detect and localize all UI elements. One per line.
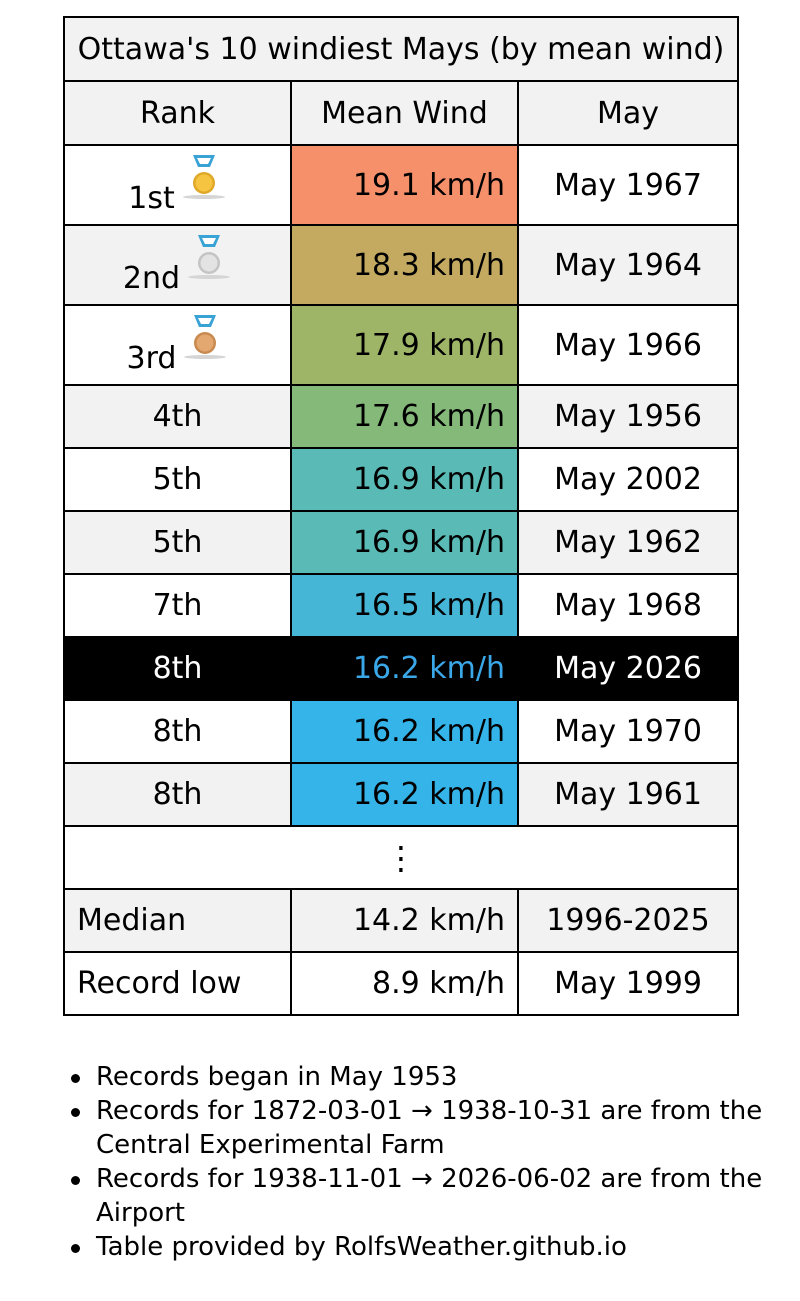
- month-cell: May 2002: [516, 447, 740, 512]
- rank-cell: 5th: [63, 510, 292, 575]
- record-low-label: Record low: [63, 951, 292, 1016]
- header-rank: Rank: [63, 80, 292, 146]
- month-cell: May 1956: [516, 384, 740, 449]
- rank-label: 8th: [152, 714, 203, 749]
- month-cell: May 2026: [516, 636, 740, 701]
- rank-label: 7th: [152, 588, 203, 623]
- mean-wind-cell: 16.9 km/h: [290, 510, 519, 575]
- header-mean-wind: Mean Wind: [290, 80, 519, 146]
- table-header-row: Rank Mean Wind May: [63, 80, 740, 146]
- notes-list: Records began in May 1953 Records for 187…: [0, 1060, 776, 1264]
- note-item: Records for 1938-11-01 → 2026-06-02 are …: [71, 1162, 776, 1230]
- month-cell: May 1968: [516, 573, 740, 638]
- note-item: Records for 1872-03-01 → 1938-10-31 are …: [71, 1094, 776, 1162]
- ellipsis-row: ⋮: [62, 825, 740, 890]
- note-text: Records for 1938-11-01 → 2026-06-02 are …: [96, 1164, 763, 1228]
- mean-wind-cell: 19.1 km/h: [290, 144, 519, 226]
- rank-cell: 8th: [63, 762, 292, 827]
- table-row: 1st 19.1 km/h May 1967: [63, 144, 740, 226]
- rank-label: 4th: [152, 399, 203, 434]
- rank-label: 8th: [152, 777, 203, 812]
- table-row: 8th 16.2 km/h May 1961: [63, 762, 740, 827]
- rank-cell: 8th: [63, 636, 292, 701]
- record-low-value: 8.9 km/h: [290, 951, 519, 1016]
- month-cell: May 1961: [516, 762, 740, 827]
- table-title: Ottawa's 10 windiest Mays (by mean wind): [62, 16, 740, 82]
- median-value: 14.2 km/h: [290, 888, 519, 953]
- month-cell: May 1966: [516, 304, 740, 386]
- mean-wind-cell: 18.3 km/h: [290, 224, 519, 306]
- note-text: Records for 1872-03-01 → 1938-10-31 are …: [96, 1096, 763, 1160]
- table-row: 5th 16.9 km/h May 2002: [63, 447, 740, 512]
- rank-label: 1st: [128, 181, 175, 216]
- header-may: May: [516, 80, 740, 146]
- rankings-table-container: Ottawa's 10 windiest Mays (by mean wind)…: [62, 16, 740, 1016]
- month-cell: May 1967: [516, 144, 740, 226]
- note-text: Records began in May 1953: [96, 1062, 458, 1092]
- mean-wind-cell: 16.5 km/h: [290, 573, 519, 638]
- median-row: Median 14.2 km/h 1996-2025: [63, 888, 740, 953]
- rank-cell: 5th: [63, 447, 292, 512]
- table-row: 2nd 18.3 km/h May 1964: [63, 224, 740, 306]
- rank-cell: 2nd: [63, 224, 292, 306]
- bronze-medal-icon: [184, 315, 227, 359]
- mean-wind-cell: 17.6 km/h: [290, 384, 519, 449]
- record-low-month: May 1999: [516, 951, 740, 1016]
- bullet-icon: [71, 1244, 80, 1253]
- table-row: 8th 16.2 km/h May 1970: [63, 699, 740, 764]
- rankings-table: Ottawa's 10 windiest Mays (by mean wind)…: [62, 16, 740, 1016]
- rank-label: 2nd: [122, 261, 181, 296]
- record-low-row: Record low 8.9 km/h May 1999: [63, 951, 740, 1016]
- mean-wind-cell: 17.9 km/h: [290, 304, 519, 386]
- median-period: 1996-2025: [516, 888, 740, 953]
- silver-medal-icon: [188, 235, 231, 279]
- rank-label: 8th: [152, 651, 203, 686]
- rank-label: 3rd: [126, 341, 177, 376]
- rank-cell: 4th: [63, 384, 292, 449]
- bullet-icon: [71, 1074, 80, 1083]
- mean-wind-cell: 16.2 km/h: [290, 636, 519, 701]
- table-row: 4th 17.6 km/h May 1956: [63, 384, 740, 449]
- table-row: 3rd 17.9 km/h May 1966: [63, 304, 740, 386]
- month-cell: May 1964: [516, 224, 740, 306]
- note-text: Table provided by RolfsWeather.github.io: [96, 1232, 627, 1262]
- rank-cell: 8th: [63, 699, 292, 764]
- bullet-icon: [71, 1176, 80, 1185]
- table-title-row: Ottawa's 10 windiest Mays (by mean wind): [62, 16, 740, 82]
- median-label: Median: [63, 888, 292, 953]
- rank-cell: 3rd: [63, 304, 292, 386]
- mean-wind-cell: 16.2 km/h: [290, 762, 519, 827]
- gold-medal-icon: [182, 155, 225, 199]
- rank-cell: 7th: [63, 573, 292, 638]
- rank-cell: 1st: [63, 144, 292, 226]
- bullet-icon: [71, 1108, 80, 1117]
- ellipsis-indicator: ⋮: [62, 825, 740, 890]
- note-item: Table provided by RolfsWeather.github.io: [71, 1230, 776, 1264]
- note-item: Records began in May 1953: [71, 1060, 776, 1094]
- month-cell: May 1970: [516, 699, 740, 764]
- mean-wind-cell: 16.2 km/h: [290, 699, 519, 764]
- rank-label: 5th: [152, 525, 203, 560]
- month-cell: May 1962: [516, 510, 740, 575]
- mean-wind-cell: 16.9 km/h: [290, 447, 519, 512]
- rank-label: 5th: [152, 462, 203, 497]
- table-row: 5th 16.9 km/h May 1962: [63, 510, 740, 575]
- table-row: 8th 16.2 km/h May 2026: [63, 636, 740, 701]
- table-row: 7th 16.5 km/h May 1968: [63, 573, 740, 638]
